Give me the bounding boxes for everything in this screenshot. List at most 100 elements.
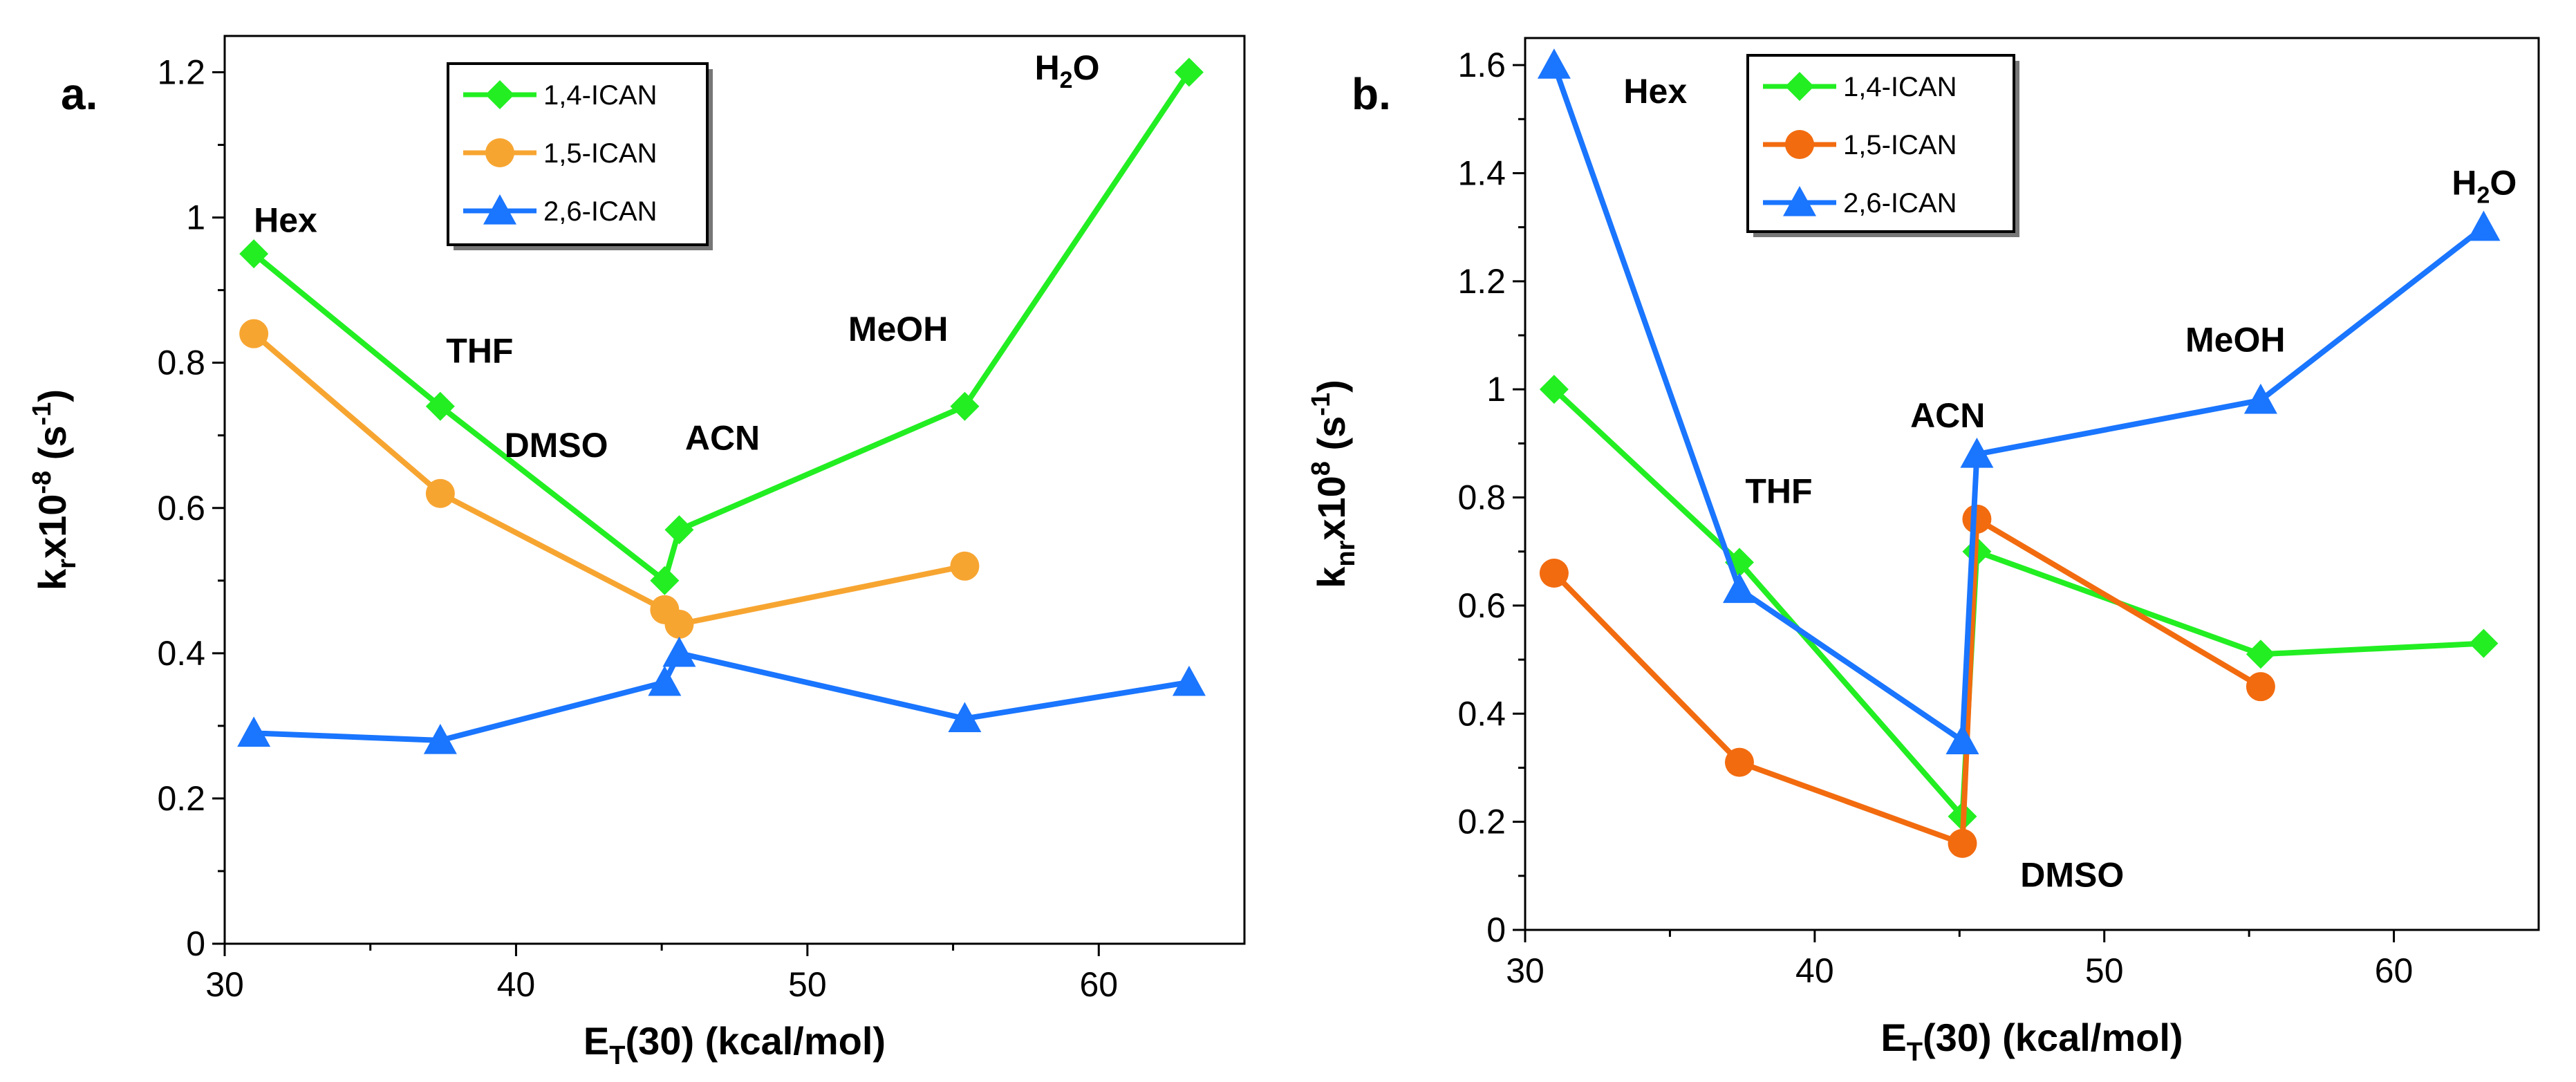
data-point: [1722, 572, 1756, 604]
data-point: [1960, 438, 1994, 468]
data-point: [1962, 504, 1992, 534]
y-tick-label: 0: [186, 924, 205, 963]
series-line: [1552, 516, 2262, 846]
legend-marker: [483, 194, 516, 225]
y-tick-label: 0.8: [1457, 478, 1506, 517]
y-tick-label: 0: [1486, 911, 1506, 949]
annotation-label: Hex: [1623, 72, 1687, 111]
data-point: [662, 636, 696, 667]
panel-label: a.: [61, 69, 97, 119]
y-tick-label: 1.2: [1457, 262, 1506, 301]
y-tick-label: 0.2: [1457, 803, 1506, 841]
data-point: [648, 665, 682, 696]
x-tick-label: 60: [1079, 965, 1118, 1004]
data-point: [2246, 672, 2275, 702]
data-point: [950, 551, 980, 581]
series-1-5-ican: [239, 319, 980, 639]
series-line: [1551, 64, 2485, 744]
annotation-label: H2O: [2452, 164, 2517, 209]
legend-item: 2,6-ICAN: [463, 194, 657, 227]
legend-marker: [1783, 186, 1816, 216]
x-axis-title: ET(30) (kcal/mol): [1880, 1016, 2183, 1067]
data-point: [2467, 210, 2501, 241]
data-point: [237, 716, 271, 747]
data-point: [1539, 375, 1569, 404]
y-tick-label: 1.2: [157, 53, 205, 92]
data-point: [650, 566, 680, 595]
data-point: [1172, 665, 1206, 696]
series-line: [252, 331, 966, 627]
annotation-label: ACN: [685, 419, 760, 458]
data-point: [239, 239, 269, 269]
panel-a: 0 0.2 0.4 0.6 0.8 1 1.2 30 40 50 60 Hex THF DMSO ACN Me…: [28, 35, 1246, 1070]
y-tick-label: 0.8: [157, 344, 205, 382]
annotation-label: DMSO: [505, 426, 608, 465]
legend-marker: [1785, 72, 1814, 101]
y-tick-label: 0.6: [1457, 586, 1506, 625]
y-tick-label: 0.4: [1457, 694, 1506, 733]
legend-label: 1,4-ICAN: [1843, 72, 1957, 102]
data-point: [1945, 724, 1979, 755]
annotation-label: Hex: [254, 201, 317, 240]
y-tick-label: 1.4: [1457, 153, 1506, 192]
plot-frame: [1524, 37, 2540, 931]
x-tick-label: 40: [497, 965, 536, 1004]
legend: 1,4-ICAN 1,5-ICAN 2,6-ICAN: [1746, 54, 2019, 237]
series-1-4-ican: [239, 57, 1204, 595]
x-tick-label: 50: [2085, 951, 2124, 990]
data-point: [1724, 747, 1754, 777]
annotation-label: THF: [446, 332, 513, 371]
y-axis-title: knrx108 (s-1): [1307, 380, 1361, 588]
x-tick-label: 50: [788, 965, 827, 1004]
annotation-label: MeOH: [2185, 320, 2285, 359]
y-tick-label: 0.4: [157, 634, 205, 673]
x-tick-label: 60: [2375, 951, 2414, 990]
legend-marker: [485, 138, 514, 167]
annotation-label: THF: [1745, 472, 1812, 510]
panel-label: b.: [1352, 69, 1391, 119]
legend: 1,4-ICAN 1,5-ICAN 2,6-ICAN: [447, 62, 713, 250]
y-tick-label: 1: [1486, 370, 1506, 409]
series-line: [252, 71, 1192, 584]
y-tick-label: 0.6: [157, 489, 205, 528]
data-point: [950, 391, 980, 421]
x-tick-label: 30: [1506, 951, 1544, 990]
y-tick-label: 1.6: [1457, 46, 1506, 84]
series-2-6-ican: [237, 636, 1206, 754]
legend-marker: [1785, 130, 1814, 159]
data-point: [425, 391, 455, 421]
annotation-label: ACN: [1910, 396, 1985, 435]
legend-item: 1,4-ICAN: [463, 80, 657, 111]
series-1-5-ican: [1539, 504, 2275, 858]
annotation-label: DMSO: [2020, 855, 2124, 894]
legend-item: 1,4-ICAN: [1763, 72, 1957, 102]
data-point: [1174, 57, 1204, 87]
data-point: [1537, 48, 1571, 79]
x-tick-label: 40: [1795, 951, 1834, 990]
x-axis-title: ET(30) (kcal/mol): [584, 1019, 886, 1070]
data-point: [948, 702, 982, 733]
data-point: [423, 723, 457, 754]
legend-item: 1,5-ICAN: [463, 138, 657, 169]
y-tick-label: 1: [186, 198, 205, 237]
series-2-6-ican: [1537, 48, 2501, 755]
data-point: [664, 609, 694, 639]
legend-label: 2,6-ICAN: [543, 196, 657, 227]
data-point: [1539, 559, 1569, 588]
legend-label: 2,6-ICAN: [1843, 188, 1957, 218]
x-tick-label: 30: [205, 965, 244, 1004]
legend-label: 1,5-ICAN: [543, 138, 657, 169]
data-point: [239, 319, 269, 348]
y-axis-title: krx10-8 (s-1): [28, 389, 82, 590]
y-tick-label: 0.2: [157, 779, 205, 818]
annotation-label: H2O: [1035, 48, 1100, 93]
legend-label: 1,5-ICAN: [1843, 130, 1957, 160]
annotation-label: MeOH: [848, 310, 948, 348]
data-point: [425, 478, 455, 508]
data-point: [2243, 383, 2277, 414]
series-1-4-ican: [1539, 375, 2499, 831]
series-line: [253, 650, 1190, 743]
legend-item: 2,6-ICAN: [1763, 186, 1957, 218]
legend-label: 1,4-ICAN: [543, 80, 657, 111]
